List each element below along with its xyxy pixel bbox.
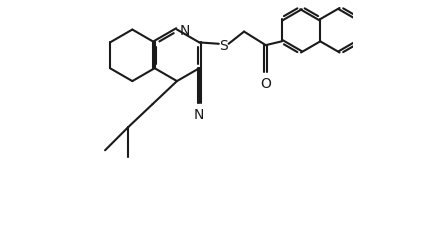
Text: N: N (194, 107, 205, 121)
Text: S: S (219, 39, 228, 53)
Text: O: O (260, 76, 271, 90)
Text: N: N (180, 23, 190, 37)
